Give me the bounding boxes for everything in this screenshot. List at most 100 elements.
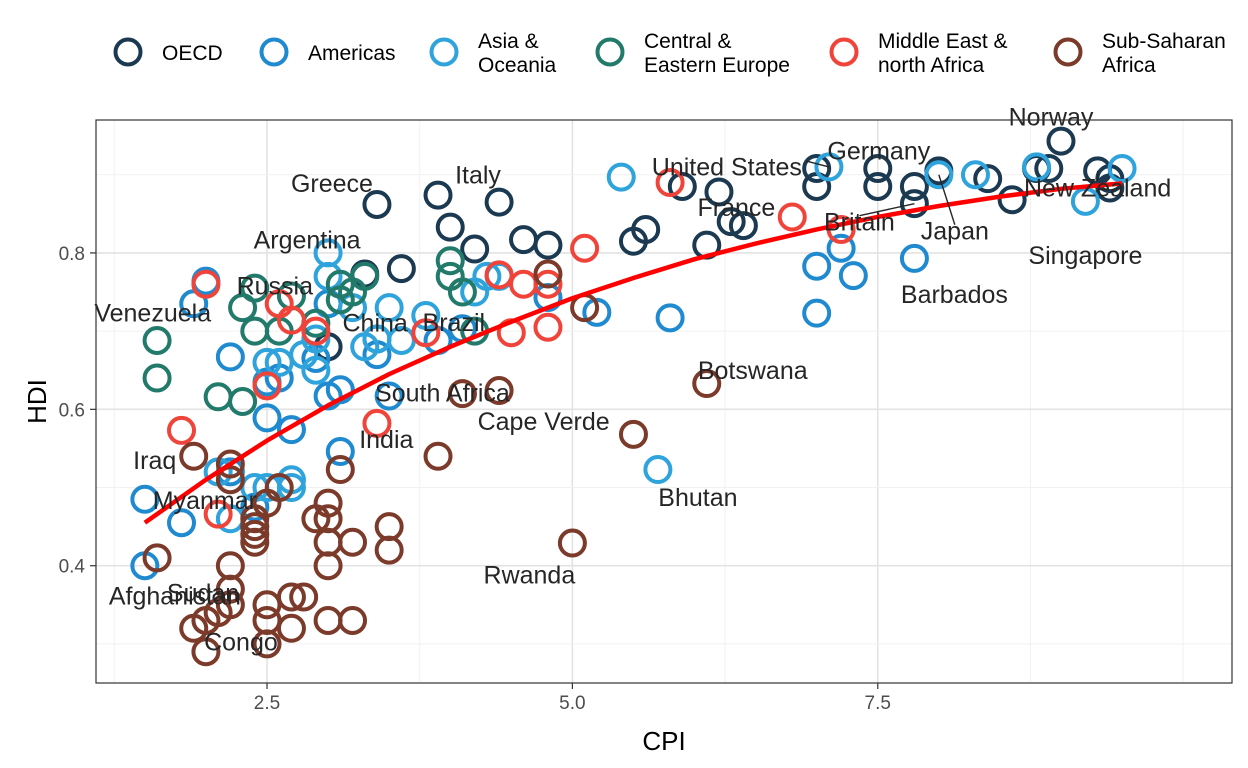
- legend-key-circle: [595, 37, 625, 67]
- data-point: [325, 285, 355, 315]
- data-point: [692, 369, 722, 399]
- data-point: [777, 202, 807, 232]
- legend-key-circle: [259, 37, 289, 67]
- country-label: United States: [652, 154, 802, 182]
- data-point: [325, 455, 355, 485]
- country-label: Botswana: [698, 357, 808, 385]
- data-point: [557, 528, 587, 558]
- legend-label: Sub-Saharan: [1102, 30, 1226, 53]
- data-point: [460, 234, 490, 264]
- data-point: [863, 153, 893, 183]
- data-point: [655, 168, 685, 198]
- data-point: [655, 303, 685, 333]
- data-point: [301, 343, 331, 373]
- data-point: [215, 465, 245, 495]
- country-label: Sudan: [167, 579, 239, 607]
- data-point: [411, 300, 441, 330]
- plot-border: [95, 119, 1233, 684]
- country-label: South Africa: [375, 379, 510, 407]
- country-label: Argentina: [254, 227, 361, 255]
- data-point: [240, 519, 270, 549]
- data-point: [374, 535, 404, 565]
- data-point: [533, 259, 563, 289]
- data-point: [533, 269, 563, 299]
- data-point: [802, 153, 832, 183]
- x-tick-label: 5.0: [559, 693, 585, 714]
- data-point: [618, 419, 648, 449]
- data-point: [924, 160, 954, 190]
- data-point: [142, 543, 172, 573]
- data-point: [228, 293, 258, 323]
- data-point: [533, 312, 563, 342]
- data-point: [179, 441, 209, 471]
- data-point: [484, 187, 514, 217]
- country-label: Singapore: [1028, 242, 1142, 270]
- data-point: [423, 441, 453, 471]
- data-point: [802, 251, 832, 281]
- trend-line-path: [143, 181, 1123, 525]
- legend-label: Asia &: [478, 30, 539, 53]
- data-point: [252, 473, 282, 503]
- data-point: [374, 293, 404, 323]
- country-label: New Zealand: [1024, 174, 1171, 202]
- data-point: [276, 415, 306, 445]
- data-point: [1034, 153, 1064, 183]
- legend-key-circle: [429, 37, 459, 67]
- country-label: France: [697, 194, 775, 222]
- data-point: [142, 363, 172, 393]
- data-point: [484, 376, 514, 406]
- data-point: [643, 455, 673, 485]
- series-americas: [130, 233, 929, 581]
- country-label: Iraq: [133, 447, 176, 475]
- data-point: [167, 415, 197, 445]
- data-point: [130, 484, 160, 514]
- data-point: [435, 261, 465, 291]
- legend-label: OECD: [162, 42, 223, 65]
- data-point: [814, 152, 844, 182]
- legend-label: Americas: [308, 42, 396, 65]
- country-label: India: [359, 426, 413, 454]
- data-point: [203, 499, 233, 529]
- data-point: [447, 379, 477, 409]
- country-label: Rwanda: [484, 562, 576, 590]
- x-tick-label: 2.5: [254, 693, 280, 714]
- data-point: [301, 504, 331, 534]
- label-leader-line: [805, 160, 830, 168]
- legend-label: Africa: [1102, 54, 1156, 77]
- data-point: [863, 171, 893, 201]
- data-point: [240, 527, 270, 557]
- data-point: [838, 261, 868, 291]
- data-point: [460, 277, 490, 307]
- data-point: [899, 243, 929, 273]
- data-point: [240, 316, 270, 346]
- country-label: Germany: [827, 137, 930, 165]
- data-point: [899, 171, 929, 201]
- x-axis-title: CPI: [642, 726, 685, 756]
- data-point: [973, 164, 1003, 194]
- data-point: [301, 316, 331, 346]
- country-label: Japan: [921, 217, 989, 245]
- data-point: [1107, 153, 1137, 183]
- gridlines: [96, 120, 1232, 683]
- legend-item: Asia &Oceania: [429, 30, 557, 77]
- data-point: [289, 582, 319, 612]
- data-point: [362, 408, 392, 438]
- country-label: China: [342, 310, 407, 338]
- legend-label: Central &: [644, 30, 732, 53]
- plot-background: [96, 120, 1232, 683]
- data-point: [215, 574, 245, 604]
- data-point: [362, 189, 392, 219]
- data-point: [142, 326, 172, 356]
- data-point: [191, 269, 221, 299]
- data-point: [203, 382, 233, 412]
- country-label: Greece: [291, 170, 373, 198]
- data-point: [325, 437, 355, 467]
- data-point: [728, 211, 758, 241]
- data-point: [252, 403, 282, 433]
- data-point: [301, 355, 331, 385]
- label-leader-line: [859, 202, 915, 217]
- country-label: Brazil: [423, 309, 486, 337]
- country-label: Congo: [204, 628, 278, 656]
